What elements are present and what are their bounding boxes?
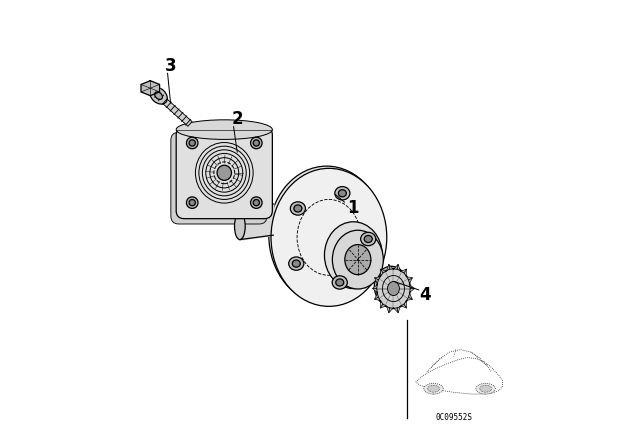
Ellipse shape [480, 385, 492, 392]
Ellipse shape [335, 186, 350, 200]
Ellipse shape [250, 197, 262, 208]
Polygon shape [380, 264, 390, 273]
Ellipse shape [250, 137, 262, 149]
FancyBboxPatch shape [176, 127, 273, 219]
Ellipse shape [332, 276, 348, 289]
Ellipse shape [186, 137, 198, 149]
Polygon shape [380, 304, 390, 313]
Polygon shape [388, 308, 398, 313]
Text: 4: 4 [419, 286, 431, 304]
Ellipse shape [289, 257, 304, 270]
Ellipse shape [361, 233, 376, 246]
Ellipse shape [217, 165, 232, 181]
Ellipse shape [292, 260, 300, 267]
Ellipse shape [155, 92, 163, 99]
Polygon shape [404, 297, 413, 308]
Ellipse shape [253, 140, 259, 146]
Ellipse shape [269, 166, 385, 304]
FancyBboxPatch shape [171, 132, 267, 224]
Ellipse shape [324, 222, 382, 289]
Ellipse shape [364, 236, 372, 242]
Ellipse shape [189, 199, 195, 206]
Ellipse shape [476, 383, 495, 394]
Text: 2: 2 [232, 110, 243, 129]
Polygon shape [372, 289, 378, 299]
Polygon shape [374, 269, 383, 280]
Ellipse shape [189, 140, 195, 146]
Ellipse shape [176, 120, 273, 139]
Polygon shape [409, 278, 415, 289]
Ellipse shape [376, 268, 410, 309]
Polygon shape [404, 269, 413, 280]
Ellipse shape [294, 205, 302, 212]
Polygon shape [153, 90, 192, 126]
Ellipse shape [336, 279, 344, 286]
Ellipse shape [234, 213, 245, 240]
Polygon shape [374, 297, 383, 308]
Ellipse shape [374, 266, 408, 306]
Polygon shape [397, 304, 406, 313]
Polygon shape [388, 264, 398, 270]
Polygon shape [397, 264, 406, 273]
Ellipse shape [388, 281, 399, 296]
Ellipse shape [428, 385, 440, 392]
Ellipse shape [150, 87, 167, 104]
Ellipse shape [345, 245, 371, 275]
Text: 1: 1 [348, 199, 359, 217]
Ellipse shape [339, 190, 346, 197]
Polygon shape [409, 289, 415, 299]
Ellipse shape [186, 197, 198, 208]
Ellipse shape [291, 202, 305, 215]
Text: 0C09552S: 0C09552S [435, 413, 472, 422]
Polygon shape [372, 278, 378, 289]
Ellipse shape [332, 230, 383, 289]
Ellipse shape [271, 168, 387, 306]
Ellipse shape [253, 199, 259, 206]
Text: 3: 3 [165, 57, 177, 75]
Polygon shape [141, 81, 159, 96]
Ellipse shape [424, 383, 444, 394]
